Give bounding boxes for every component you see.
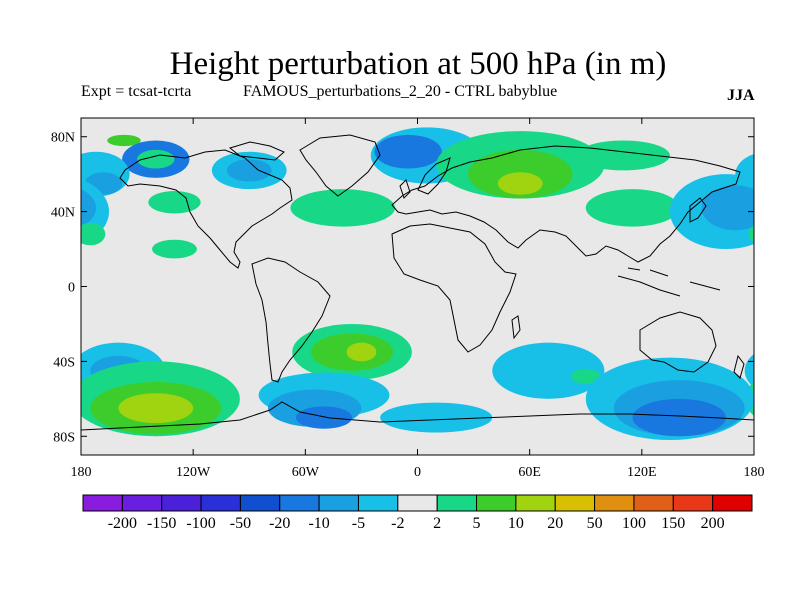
coastline-new-zealand [733,354,745,379]
lat-tick-label: 80N [51,131,75,146]
colorbar-box [515,494,556,512]
contour-region [152,239,197,259]
coastline-madagascar [511,315,521,340]
colorbar-box [161,494,202,512]
contour-region-wrap [748,225,754,243]
lon-tick-label: 120W [176,465,211,480]
contour-region-wrap [744,353,754,388]
coastline-north-america [119,149,293,269]
colorbar-label: 150 [661,515,685,532]
colorbar-box [200,494,241,512]
coastline-south-america [251,257,331,383]
map-title: Height perturbation at 500 hPa (in m) [169,46,667,82]
lon-tick-label: 180 [744,465,765,480]
colorbar-label: 100 [622,515,646,532]
lat-tick-label: 40N [51,206,75,221]
lon-tick-label: 180 [71,465,92,480]
colorbar-label: 200 [701,515,725,532]
colorbar-label: 5 [473,515,481,532]
colorbar-label: 20 [547,515,563,532]
colorbar-label: 50 [587,515,603,532]
axis-ticks: 80N 40N 0 40S 80S 180 120W 60W 0 60E 120E 180 [51,118,765,480]
colorbar-label: -10 [308,515,329,532]
coastline-british-isles [399,179,411,199]
colorbar-box [633,494,674,512]
contour-region-wrap [81,189,96,227]
colorbar-box [318,494,359,512]
colorbar-box [672,494,714,512]
contour-region [290,189,396,227]
coastline-africa [391,223,517,353]
colorbar-box [712,494,753,512]
lat-tick-label: 40S [53,355,75,370]
season-label: JJA [727,87,755,104]
colorbar-box [239,494,281,512]
colorbar-box [82,494,123,512]
colorbar-box [357,494,399,512]
dataset-label: FAMOUS_perturbations_2_20 - CTRL babyblu… [243,83,558,100]
contour-region [81,222,106,246]
coastline-scandinavia [417,157,451,195]
colorbar: -200 -150 -100 -50 -20 -10 -5 -2 2 5 10 20 50 100 150 2… [82,494,753,532]
contour-region [118,393,194,424]
lon-tick-label: 0 [414,465,421,480]
colorbar-label: -5 [352,515,365,532]
contour-region [380,402,493,433]
contour-region [148,191,201,214]
colorbar-box [121,494,163,512]
coastline-greenland [299,134,381,197]
colorbar-label: 2 [433,515,441,532]
contour-region [576,140,670,171]
lat-tick-label: 0 [68,281,75,296]
colorbar-label: -200 [108,515,137,532]
contour-region [497,172,543,195]
colorbar-box [594,494,635,512]
contour-field [81,118,754,455]
coastline-arctic-islands [228,141,285,161]
coastline-japan [689,197,707,223]
colorbar-box [397,494,438,512]
contour-region [295,406,353,429]
contour-region [585,189,680,227]
lat-tick-label: 80S [53,430,75,445]
coastlines [81,134,754,431]
lon-tick-label: 60W [292,465,320,480]
contour-region [137,149,175,169]
colorbar-label: 10 [508,515,524,532]
contour-region [492,342,605,399]
lon-tick-label: 60E [518,465,541,480]
experiment-label: Expt = tcsat-tcrta [81,83,192,100]
contour-region [346,342,377,362]
contour-region [374,134,442,169]
colorbar-box [279,494,320,512]
lon-tick-label: 120E [627,465,657,480]
colorbar-label: -20 [269,515,290,532]
contour-region [570,368,601,384]
coastline-antarctica [81,401,754,431]
colorbar-box [436,494,478,512]
colorbar-label: -150 [147,515,176,532]
contour-region [701,185,754,231]
coastline-australia [639,311,717,373]
colorbar-label: -100 [186,515,215,532]
colorbar-box [554,494,596,512]
contour-region [107,134,141,147]
contour-region [226,159,272,182]
colorbar-label: -50 [230,515,251,532]
coastline-maritime-continent [617,267,721,297]
contour-region [632,398,726,437]
colorbar-box [476,494,517,512]
coastline-eurasia [391,145,741,263]
colorbar-label: -2 [391,515,404,532]
